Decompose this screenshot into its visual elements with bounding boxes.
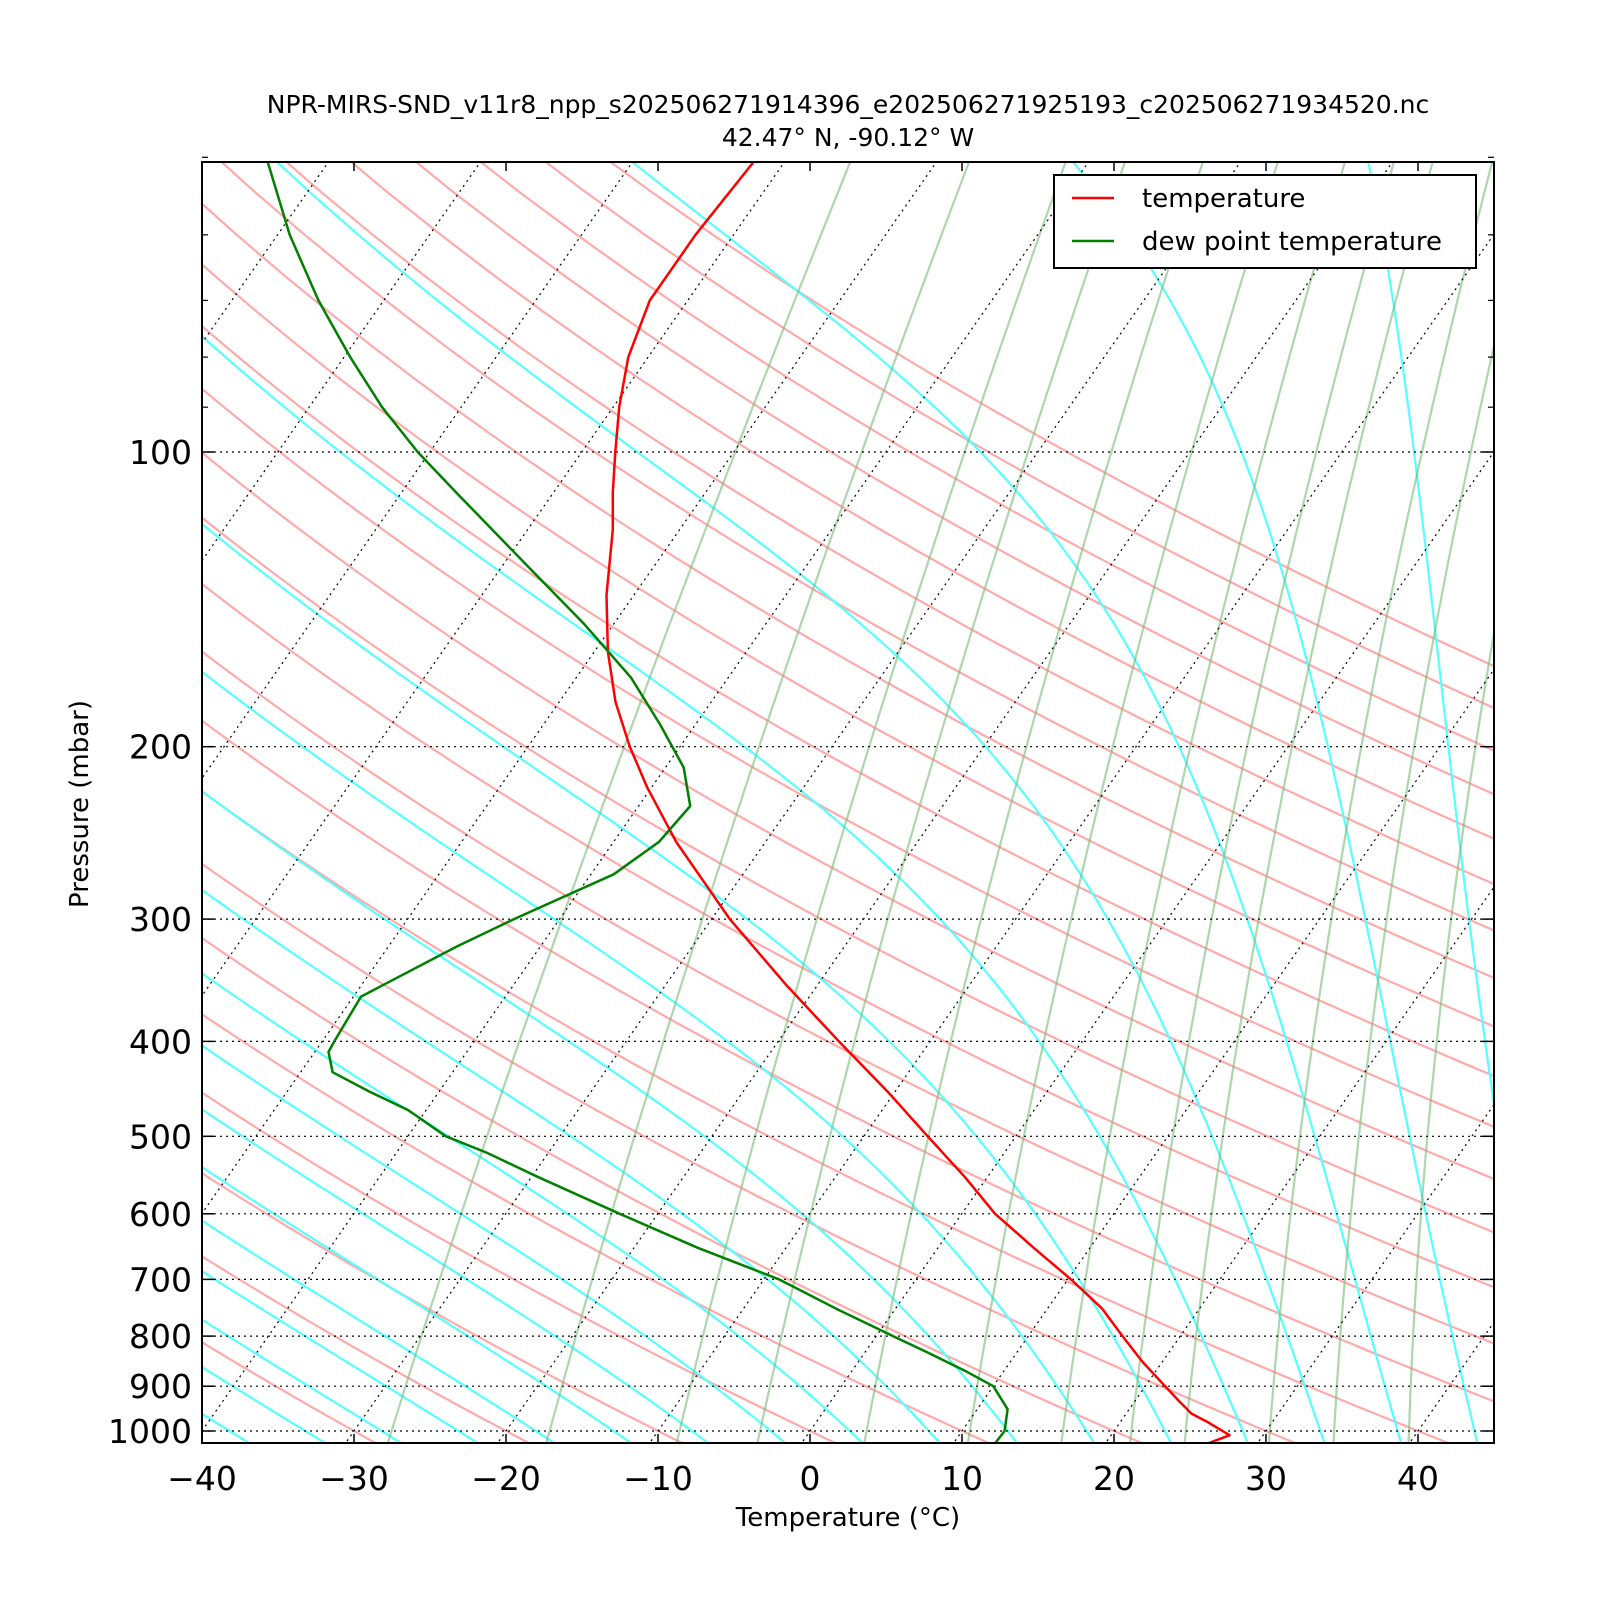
y-tick-label: 500 xyxy=(129,1117,192,1156)
legend: temperature dew point temperature xyxy=(1053,174,1477,269)
dry-adiabat-line xyxy=(543,162,1494,710)
y-tick-labels: 100 200 300 400 500 600 700 800 900 1000 xyxy=(108,433,192,1451)
mixing-ratio-line xyxy=(756,162,1127,1443)
dry-adiabat-line xyxy=(202,1340,378,1443)
moist-adiabat-line xyxy=(202,1318,404,1443)
x-tick-label: 30 xyxy=(1245,1459,1287,1498)
y-tick-label: 900 xyxy=(129,1367,192,1406)
dry-adiabat-line xyxy=(202,936,1145,1443)
x-tick-label: 0 xyxy=(800,1459,821,1498)
legend-box xyxy=(1053,174,1477,269)
legend-label-temperature: temperature xyxy=(1142,184,1305,214)
mixing-ratio-line xyxy=(1128,162,1396,1443)
dry-adiabat-line xyxy=(202,202,1494,980)
mixing-ratio-line xyxy=(1183,162,1434,1443)
mixing-ratio-line xyxy=(863,162,1205,1443)
y-tick-label: 700 xyxy=(129,1260,192,1299)
dry-adiabat-line xyxy=(202,582,1494,1289)
x-tick-label: 10 xyxy=(941,1459,983,1498)
moist-adiabat-line xyxy=(202,1044,787,1443)
moist-adiabat-line xyxy=(202,334,1250,1443)
chart-title: NPR-MIRS-SND_v11r8_npp_s202506271914396_… xyxy=(267,90,1430,119)
y-tick-label: 600 xyxy=(129,1195,192,1234)
moist-adiabat-line xyxy=(202,1269,480,1443)
moist-adiabat-line xyxy=(202,1365,328,1443)
mixing-ratio-line xyxy=(386,162,852,1443)
isotherm-line xyxy=(202,162,786,997)
moist-adiabat-line xyxy=(202,1219,557,1443)
dry-adiabat-line xyxy=(202,516,1494,1234)
legend-label-dew-point: dew point temperature xyxy=(1142,227,1442,257)
mixing-ratio-line xyxy=(675,162,1067,1443)
isotherm-line xyxy=(1553,113,1600,1456)
mixing-ratio-line xyxy=(1060,162,1347,1443)
y-tick-label: 800 xyxy=(129,1317,192,1356)
isotherm-line xyxy=(0,113,211,1456)
moist-adiabat-line xyxy=(1367,162,1494,1111)
mixing-ratio-line xyxy=(545,162,971,1443)
moist-adiabat-line xyxy=(202,1165,633,1443)
x-tick-label: 40 xyxy=(1397,1459,1439,1498)
mixing-ratio-line xyxy=(1407,626,1494,1443)
chart-subtitle: 42.47° N, -90.12° W xyxy=(722,123,974,152)
dry-adiabat-line xyxy=(349,162,1494,840)
background-reference-lines xyxy=(202,162,1494,1443)
isotherm-line xyxy=(0,113,59,1456)
y-tick-label: 300 xyxy=(129,900,192,939)
x-tick-label: −30 xyxy=(319,1459,389,1498)
axis-ticks xyxy=(201,156,1494,1443)
dry-adiabat-line xyxy=(202,1171,685,1443)
plot-frame xyxy=(201,161,1495,1444)
mixing-ratio-line xyxy=(1332,341,1494,1443)
x-tick-labels: −40 −30 −20 −10 0 10 20 30 40 xyxy=(167,1459,1439,1498)
x-tick-label: 20 xyxy=(1093,1459,1135,1498)
moist-adiabat-line xyxy=(202,789,1019,1443)
isotherm-line xyxy=(344,162,1242,1443)
y-tick-label: 400 xyxy=(129,1022,192,1061)
moist-adiabat-line xyxy=(1071,162,1479,1443)
data-series xyxy=(266,162,1231,1443)
y-tick-label: 100 xyxy=(129,433,192,472)
isotherm-line xyxy=(1408,1321,1494,1443)
isotherm-line xyxy=(202,162,938,1215)
dry-adiabat-line xyxy=(202,324,1494,1078)
dry-adiabat-line xyxy=(202,451,1494,1181)
mixing-ratio-line xyxy=(1267,162,1494,1443)
dry-adiabat-line xyxy=(220,162,1494,932)
moist-adiabat-line xyxy=(202,888,942,1443)
moist-adiabat-line xyxy=(202,972,865,1443)
y-axis-label: Pressure (mbar) xyxy=(65,700,95,908)
x-axis-label: Temperature (°C) xyxy=(735,1503,960,1533)
moist-adiabat-line xyxy=(275,162,1326,1443)
dry-adiabat-line xyxy=(202,1013,992,1443)
moist-adiabat-line xyxy=(630,162,1403,1443)
x-tick-label: −10 xyxy=(623,1459,693,1498)
moist-adiabat-line xyxy=(202,670,1096,1443)
moist-adiabat-line xyxy=(202,1108,710,1443)
dry-adiabat-line xyxy=(284,162,1494,886)
dry-adiabat-line xyxy=(202,790,1452,1443)
moist-adiabat-line xyxy=(202,1412,252,1443)
dry-adiabat-line xyxy=(202,387,1494,1128)
y-tick-label: 1000 xyxy=(108,1412,192,1451)
dry-adiabat-line xyxy=(414,162,1494,796)
dry-adiabat-line xyxy=(202,862,1298,1443)
isotherm-line xyxy=(202,162,330,345)
y-tick-label: 200 xyxy=(129,728,192,767)
x-tick-label: −20 xyxy=(471,1459,541,1498)
dry-adiabat-line xyxy=(202,262,1494,1028)
x-tick-label: −40 xyxy=(167,1459,237,1498)
dry-adiabat-line xyxy=(202,719,1494,1403)
dew-point-line xyxy=(266,162,1009,1443)
temperature-line xyxy=(605,162,1231,1443)
